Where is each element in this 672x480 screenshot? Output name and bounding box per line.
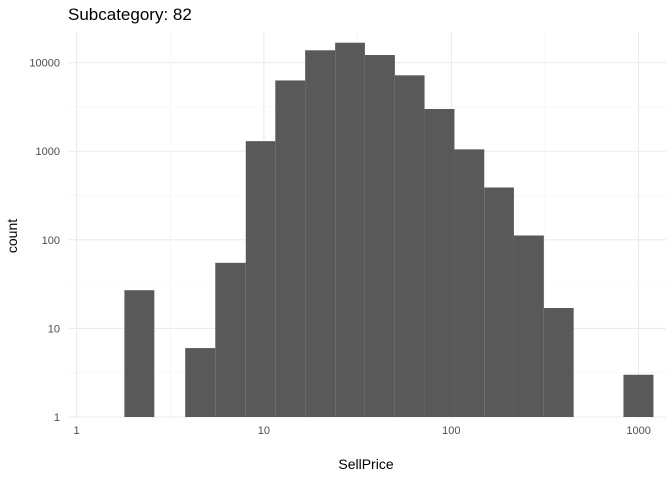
histogram-bar <box>484 187 514 417</box>
histogram-bar <box>623 374 654 417</box>
histogram-bar <box>305 50 336 417</box>
x-axis-ticks: 1 10 100 1000 <box>74 425 651 437</box>
y-tick-label: 100 <box>42 235 60 247</box>
histogram-bar <box>275 80 306 417</box>
x-tick-label: 1000 <box>626 425 650 437</box>
histogram-bar <box>394 75 425 417</box>
histogram-bar <box>185 348 216 417</box>
x-tick-label: 10 <box>258 425 270 437</box>
y-tick-label: 10000 <box>29 58 60 70</box>
y-tick-label: 1000 <box>36 146 60 158</box>
histogram-bar <box>124 290 155 417</box>
x-tick-label: 100 <box>442 425 460 437</box>
histogram-bar <box>543 308 574 417</box>
histogram-bar <box>335 42 365 417</box>
bars <box>124 42 654 418</box>
y-tick-label: 10 <box>48 323 60 335</box>
chart-title: Subcategory: 82 <box>68 5 192 24</box>
histogram-bar <box>454 149 485 417</box>
x-tick-label: 1 <box>74 425 80 437</box>
x-axis-title: SellPrice <box>338 456 393 472</box>
y-axis-title: count <box>4 219 20 253</box>
histogram-bar <box>424 108 455 417</box>
histogram-bar <box>245 141 276 418</box>
y-axis-ticks: 1 10 100 1000 10000 <box>29 58 60 424</box>
histogram-bar <box>513 235 544 417</box>
histogram-bar <box>215 262 246 417</box>
y-tick-label: 1 <box>54 412 60 424</box>
histogram-bar <box>364 55 395 417</box>
